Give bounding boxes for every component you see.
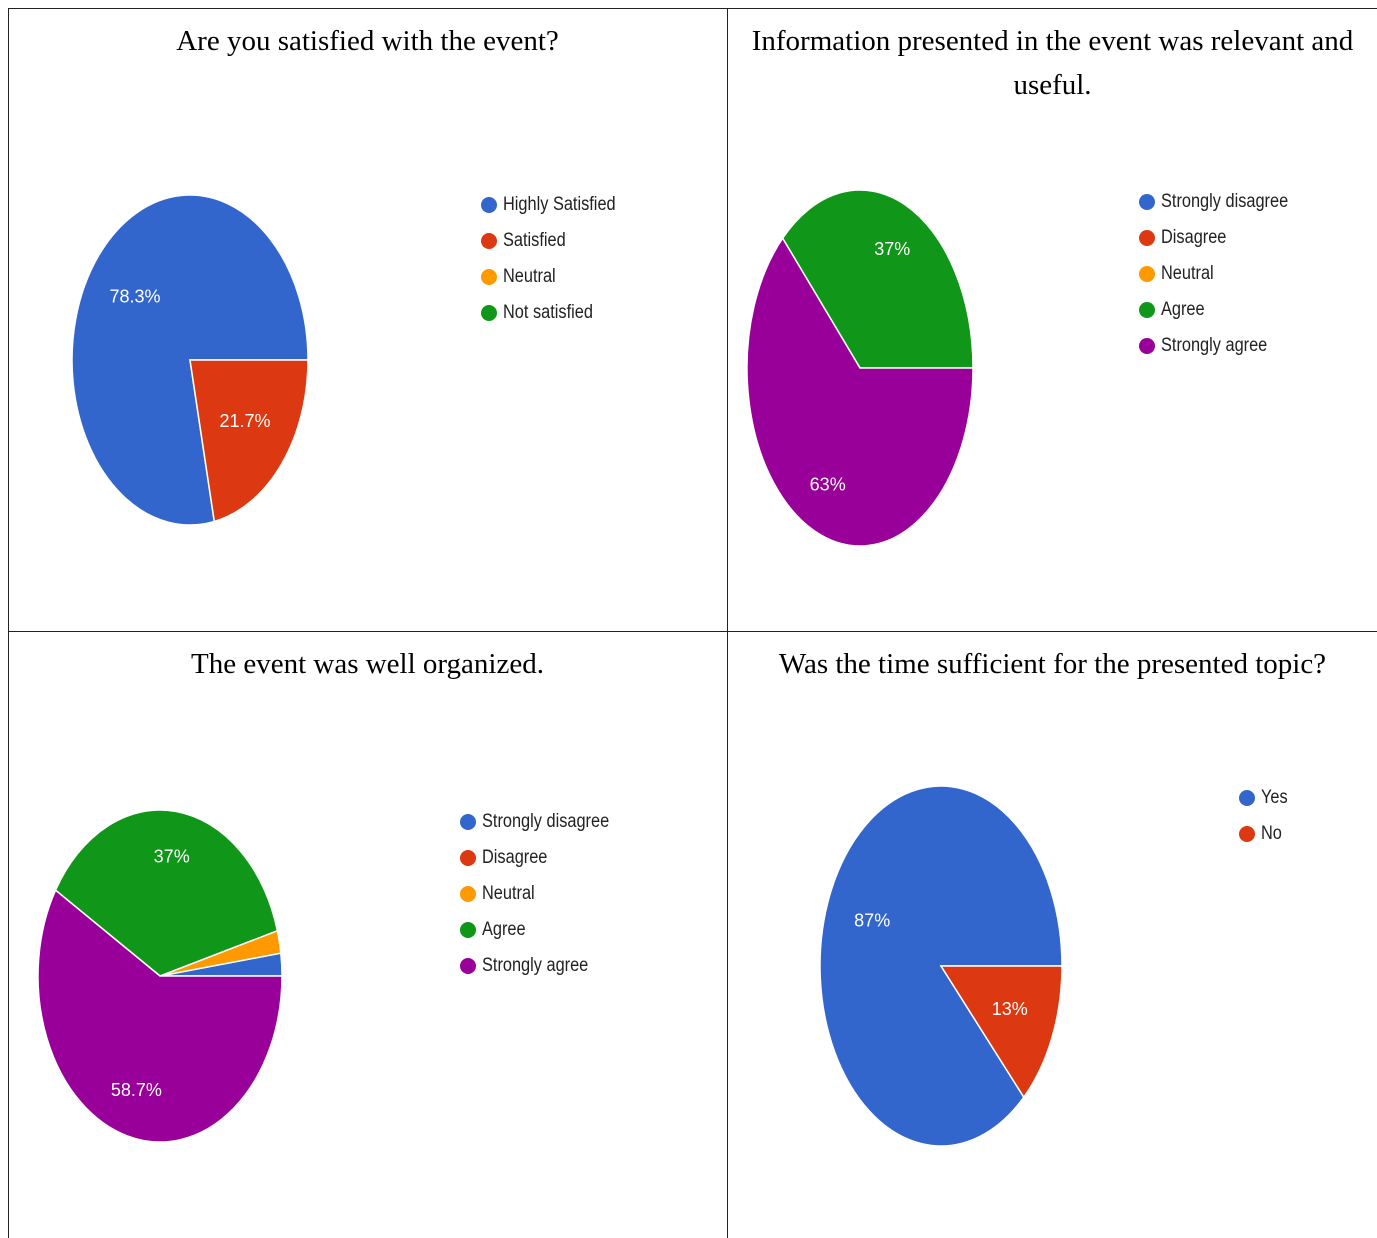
legend-swatch — [481, 197, 497, 213]
legend-swatch — [1139, 194, 1155, 210]
legend-item-strongly-agree: Strongly agree — [460, 948, 630, 984]
legend-swatch — [481, 233, 497, 249]
legend-swatch — [481, 305, 497, 321]
chart-cell: Information presented in the event was r… — [728, 9, 1377, 630]
legend-label: Neutral — [482, 883, 535, 904]
legend-item-agree: Agree — [460, 912, 630, 948]
legend-item-neutral: Neutral — [1139, 256, 1309, 292]
legend-item-neutral: Neutral — [481, 259, 634, 295]
legend-item-agree: Agree — [1139, 292, 1309, 328]
legend-label: Agree — [482, 919, 526, 940]
legend-label: Neutral — [1161, 263, 1214, 284]
legend-label: Agree — [1161, 299, 1205, 320]
legend-swatch — [1239, 790, 1255, 806]
legend-item-neutral: Neutral — [460, 876, 630, 912]
legend-label: Strongly disagree — [1161, 191, 1289, 212]
chart-cell: Are you satisfied with the event? — [9, 9, 726, 630]
table-divider-vertical — [727, 8, 728, 1238]
legend-item-highly-satisfied: Highly Satisfied — [481, 187, 634, 223]
chart-title: Was the time sufficient for the presente… — [778, 648, 1327, 680]
legend-swatch — [1139, 302, 1155, 318]
table-divider-horizontal — [8, 631, 1377, 632]
chart-legend: Strongly disagree Disagree Neutral Agree Str… — [460, 804, 630, 984]
chart-title: Information presented in the event was r… — [751, 25, 1354, 101]
legend-swatch — [481, 269, 497, 285]
legend-label: Highly Satisfied — [503, 194, 616, 215]
legend-item-strongly-disagree: Strongly disagree — [1139, 184, 1309, 220]
legend-label: No — [1261, 823, 1282, 844]
legend-item-strongly-agree: Strongly agree — [1139, 328, 1309, 364]
chart-cell: The event was well organized. — [9, 632, 726, 1238]
legend-label: Neutral — [503, 266, 556, 287]
legend-swatch — [460, 922, 476, 938]
chart-legend: Strongly disagree Disagree Neutral Agree Str… — [1139, 184, 1309, 364]
table-border-left — [8, 8, 9, 1238]
legend-swatch — [460, 850, 476, 866]
legend-swatch — [1239, 826, 1255, 842]
legend-item-disagree: Disagree — [1139, 220, 1309, 256]
legend-label: Strongly disagree — [482, 811, 610, 832]
legend-label: Satisfied — [503, 230, 566, 251]
legend-label: Not satisfied — [503, 302, 593, 323]
legend-label: Disagree — [482, 847, 548, 868]
legend-item-no: No — [1239, 816, 1292, 852]
legend-label: Strongly agree — [482, 955, 589, 976]
legend-label: Yes — [1261, 787, 1288, 808]
table-border-top — [8, 8, 1377, 9]
legend-item-strongly-disagree: Strongly disagree — [460, 804, 630, 840]
chart-title: The event was well organized. — [191, 648, 544, 680]
legend-item-yes: Yes — [1239, 780, 1292, 816]
legend-label: Disagree — [1161, 227, 1227, 248]
legend-swatch — [1139, 338, 1155, 354]
chart-cell: Was the time sufficient for the presente… — [728, 632, 1377, 1238]
legend-item-disagree: Disagree — [460, 840, 630, 876]
legend-label: Strongly agree — [1161, 335, 1268, 356]
legend-swatch — [1139, 230, 1155, 246]
chart-legend: Highly Satisfied Satisfied Neutral Not sati… — [481, 187, 634, 331]
legend-swatch — [1139, 266, 1155, 282]
legend-swatch — [460, 886, 476, 902]
chart-legend: Yes No — [1239, 780, 1292, 852]
chart-title: Are you satisfied with the event? — [176, 25, 559, 57]
legend-swatch — [460, 814, 476, 830]
legend-swatch — [460, 958, 476, 974]
legend-item-satisfied: Satisfied — [481, 223, 634, 259]
legend-item-not-satisfied: Not satisfied — [481, 295, 634, 331]
